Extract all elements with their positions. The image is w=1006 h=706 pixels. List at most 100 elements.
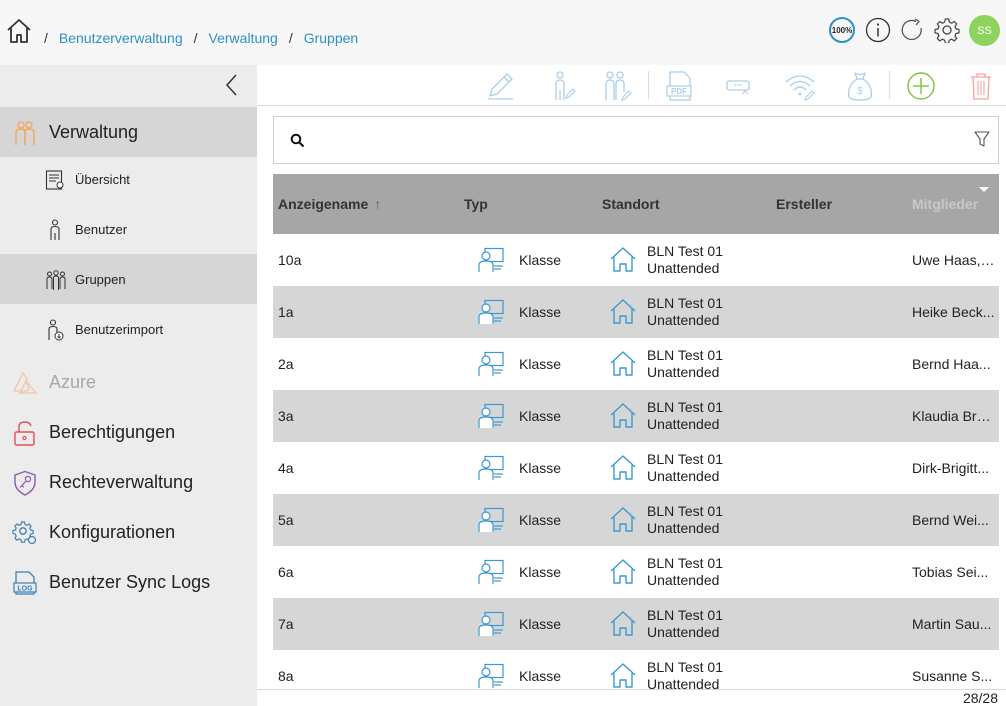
sidebar-item-label: Benutzer bbox=[75, 221, 128, 237]
table-row[interactable]: 7a Klasse BLN Test 01 Unattended Martin Sau.… bbox=[273, 598, 999, 650]
breadcrumb-verwaltung[interactable]: Verwaltung bbox=[208, 30, 278, 46]
column-header-typ[interactable]: Typ bbox=[464, 196, 488, 212]
column-header-ersteller[interactable]: Ersteller bbox=[776, 196, 833, 212]
location-home-icon bbox=[609, 557, 637, 585]
column-header-anzeigename[interactable]: Anzeigename ↑ bbox=[278, 196, 381, 212]
settings-icon[interactable] bbox=[934, 17, 960, 43]
cell-typ: Klasse bbox=[519, 512, 562, 528]
footer-divider bbox=[257, 689, 1006, 690]
user-import-icon bbox=[48, 319, 64, 341]
breadcrumb: / Benutzerverwaltung / Verwaltung / Grup… bbox=[44, 30, 369, 46]
breadcrumb-separator: / bbox=[193, 30, 198, 46]
location-home-icon bbox=[609, 453, 637, 481]
refresh-icon[interactable] bbox=[899, 17, 925, 43]
edit-icon[interactable] bbox=[484, 70, 516, 102]
breadcrumb-separator: / bbox=[288, 30, 293, 46]
location-name: BLN Test 01 bbox=[647, 607, 724, 623]
table-row[interactable]: 8a Klasse BLN Test 01 Unattended Susanne S..… bbox=[273, 650, 999, 690]
cell-typ: Klasse bbox=[519, 304, 562, 320]
cell-mitglieder: Bernd Wei... bbox=[912, 512, 989, 528]
add-icon[interactable] bbox=[905, 70, 937, 102]
breadcrumb-benutzerverwaltung[interactable]: Benutzerverwaltung bbox=[58, 30, 183, 46]
cell-typ: Klasse bbox=[519, 564, 562, 580]
avatar[interactable]: SS bbox=[969, 15, 1000, 46]
column-header-standort[interactable]: Standort bbox=[602, 196, 660, 212]
cell-anzeigename: 10a bbox=[278, 252, 302, 268]
table-row[interactable]: 1a Klasse BLN Test 01 Unattended Heike Beck.… bbox=[273, 286, 999, 338]
cell-standort: BLN Test 01 Unattended bbox=[647, 555, 723, 589]
breadcrumb-gruppen[interactable]: Gruppen bbox=[303, 30, 359, 46]
location-home-icon bbox=[609, 609, 637, 637]
top-header: / Benutzerverwaltung / Verwaltung / Grup… bbox=[0, 0, 1006, 65]
info-icon[interactable] bbox=[865, 17, 891, 43]
cell-standort: BLN Test 01 Unattended bbox=[647, 347, 723, 381]
password-icon[interactable]: *** bbox=[723, 70, 755, 102]
sidebar-item-verwaltung[interactable]: Verwaltung bbox=[0, 107, 257, 157]
sidebar-item-rechteverwaltung[interactable]: Rechteverwaltung bbox=[0, 457, 257, 507]
column-header-mitglieder[interactable]: Mitglieder bbox=[912, 196, 979, 212]
cell-anzeigename: 5a bbox=[278, 512, 294, 528]
lock-icon bbox=[14, 421, 35, 446]
zoom-level: 100% bbox=[831, 25, 853, 35]
location-home-icon bbox=[609, 661, 637, 689]
column-header-label: Anzeigename bbox=[278, 196, 369, 212]
user-edit-icon[interactable] bbox=[547, 70, 579, 102]
sidebar-item-benutzerimport[interactable]: Benutzerimport bbox=[0, 304, 257, 354]
cell-standort: BLN Test 01 Unattended bbox=[647, 659, 723, 690]
location-subtitle: Unattended bbox=[647, 572, 720, 588]
table-row[interactable]: 4a Klasse BLN Test 01 Unattended Dirk-Brigit… bbox=[273, 442, 999, 494]
sidebar-item-label: Konfigurationen bbox=[49, 521, 176, 542]
sidebar-item-benutzer-sync-logs[interactable]: LOG Benutzer Sync Logs bbox=[0, 557, 257, 607]
location-name: BLN Test 01 bbox=[647, 347, 724, 363]
cell-standort: BLN Test 01 Unattended bbox=[647, 451, 723, 485]
cell-anzeigename: 3a bbox=[278, 408, 294, 424]
avatar-initials: SS bbox=[977, 24, 992, 37]
users-edit-icon[interactable] bbox=[602, 70, 634, 102]
sidebar-item-azure: Azure bbox=[0, 357, 257, 407]
column-menu-caret-icon[interactable] bbox=[979, 187, 989, 192]
cell-typ: Klasse bbox=[519, 408, 562, 424]
overview-document-icon bbox=[45, 170, 64, 190]
location-subtitle: Unattended bbox=[647, 416, 720, 432]
sidebar-item-label: Rechteverwaltung bbox=[49, 471, 194, 492]
search-input[interactable] bbox=[314, 127, 954, 155]
delete-icon[interactable] bbox=[965, 70, 997, 102]
location-name: BLN Test 01 bbox=[647, 295, 724, 311]
sidebar-item-benutzer[interactable]: Benutzer bbox=[0, 204, 257, 254]
sidebar-item-berechtigungen[interactable]: Berechtigungen bbox=[0, 407, 257, 457]
class-type-icon bbox=[477, 351, 505, 377]
cell-standort: BLN Test 01 Unattended bbox=[647, 503, 723, 537]
home-icon[interactable] bbox=[5, 17, 33, 45]
cell-anzeigename: 4a bbox=[278, 460, 294, 476]
group-users-icon bbox=[15, 121, 35, 145]
filter-icon[interactable] bbox=[974, 130, 990, 148]
toolbar-divider bbox=[648, 71, 649, 99]
cell-mitglieder: Uwe Haas, ... bbox=[912, 252, 996, 268]
search-bar bbox=[273, 116, 999, 164]
wifi-edit-icon[interactable] bbox=[784, 70, 816, 102]
zoom-icon[interactable]: 100% bbox=[829, 17, 855, 43]
table-row[interactable]: 3a Klasse BLN Test 01 Unattended Klaudia Bra… bbox=[273, 390, 999, 442]
cell-anzeigename: 7a bbox=[278, 616, 294, 632]
location-home-icon bbox=[609, 505, 637, 533]
cell-typ: Klasse bbox=[519, 356, 562, 372]
cell-typ: Klasse bbox=[519, 460, 562, 476]
location-name: BLN Test 01 bbox=[647, 503, 724, 519]
sidebar-item-gruppen[interactable]: Gruppen bbox=[0, 254, 257, 304]
cell-anzeigename: 6a bbox=[278, 564, 294, 580]
money-bag-icon[interactable]: $ bbox=[844, 70, 876, 102]
location-subtitle: Unattended bbox=[647, 676, 720, 690]
table-row[interactable]: 2a Klasse BLN Test 01 Unattended Bernd Haa..… bbox=[273, 338, 999, 390]
table-row[interactable]: 6a Klasse BLN Test 01 Unattended Tobias Sei.… bbox=[273, 546, 999, 598]
table-row[interactable]: 5a Klasse BLN Test 01 Unattended Bernd Wei..… bbox=[273, 494, 999, 546]
sidebar-item-konfigurationen[interactable]: Konfigurationen bbox=[0, 507, 257, 557]
pdf-icon[interactable]: PDF bbox=[663, 70, 695, 102]
sidebar-item-uebersicht[interactable]: Übersicht bbox=[0, 154, 257, 204]
location-subtitle: Unattended bbox=[647, 260, 720, 276]
cell-anzeigename: 1a bbox=[278, 304, 294, 320]
collapse-sidebar-icon[interactable] bbox=[222, 73, 242, 97]
class-type-icon bbox=[477, 507, 505, 533]
table-row[interactable]: 10a Klasse BLN Test 01 Unattended Uwe Haas, … bbox=[273, 234, 999, 286]
sort-ascending-icon: ↑ bbox=[374, 196, 382, 212]
cell-typ: Klasse bbox=[519, 616, 562, 632]
